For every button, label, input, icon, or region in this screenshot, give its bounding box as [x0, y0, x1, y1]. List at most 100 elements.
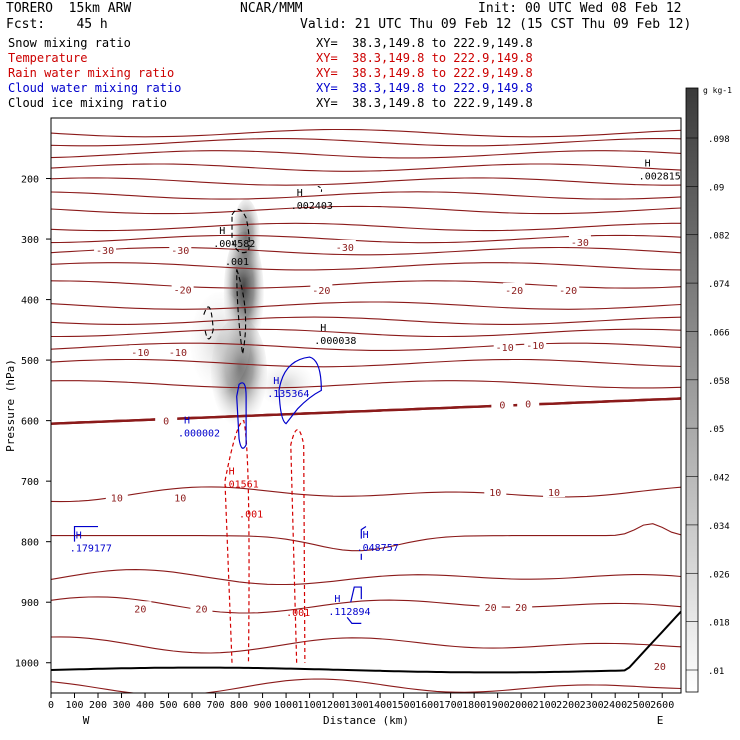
- field-name: Rain water mixing ratio: [8, 66, 175, 80]
- maximum-marker: H: [219, 226, 225, 237]
- cloud-water-contour: [278, 356, 322, 425]
- y-axis-label: Pressure (hPa): [4, 359, 17, 452]
- maximum-value: .004582: [213, 239, 255, 250]
- colorbar-label: .026: [708, 570, 730, 580]
- isotherm-label: -10: [526, 341, 544, 352]
- isotherm-line: [51, 191, 681, 200]
- maximum-marker: H: [273, 376, 279, 387]
- x-tick-label: 0: [48, 700, 54, 711]
- field-xy-range: XY= 38.3,149.8 to 222.9,149.8: [316, 51, 533, 65]
- isotherm-line: [51, 486, 681, 503]
- isotherm-label-bg: [171, 282, 194, 295]
- isotherm-line: [51, 138, 681, 147]
- isotherm-line: [51, 596, 681, 614]
- isotherm-label: 10: [174, 494, 186, 505]
- isotherm-label: 20: [195, 604, 207, 615]
- maximum-value: .179177: [70, 544, 112, 555]
- contour-label: .001: [225, 257, 249, 268]
- model-title: TORERO 15km ARW: [6, 1, 132, 16]
- maximum-marker: H: [76, 531, 82, 542]
- x-tick-label: 1700: [439, 700, 463, 711]
- isotherm-label: -10: [131, 348, 149, 359]
- maximum-marker: H: [363, 530, 369, 541]
- maximum-marker: H: [297, 188, 303, 199]
- isotherm-label-bg: [310, 282, 333, 295]
- x-tick-label: 1100: [298, 700, 322, 711]
- isotherm-label: -30: [571, 238, 589, 249]
- x-tick-label: 600: [183, 700, 201, 711]
- isotherm-line: [51, 569, 681, 586]
- colorbar-label: .05: [708, 425, 724, 435]
- snow-shading: [232, 199, 261, 280]
- isotherm-label: 20: [654, 662, 666, 673]
- x-tick-label: 2600: [650, 700, 674, 711]
- maximum-marker: H: [334, 594, 340, 605]
- isotherm-label-bg: [479, 600, 502, 613]
- y-tick-label: 400: [21, 296, 39, 307]
- rain-contour: [224, 420, 250, 663]
- x-tick-label: 1900: [486, 700, 510, 711]
- isotherm-line: [51, 328, 681, 338]
- isotherm-line: [51, 636, 681, 654]
- isotherm-label: -20: [174, 285, 192, 296]
- isotherm-label: 0: [525, 400, 531, 411]
- isotherm-line: [51, 128, 681, 138]
- ice-contour: [231, 208, 250, 254]
- plot-frame: [50, 117, 682, 694]
- isotherm-line: [51, 342, 681, 351]
- x-tick-label: 2200: [556, 700, 580, 711]
- isotherm-label: -20: [312, 286, 330, 297]
- isotherm-line: [51, 301, 681, 310]
- center-title: NCAR/MMM: [240, 1, 303, 16]
- colorbar-label: .074: [708, 280, 730, 290]
- isotherm-label-bg: [543, 485, 566, 498]
- maximum-marker: H: [645, 158, 651, 169]
- isotherm-label-bg: [517, 396, 540, 409]
- colorbar-label: .01: [708, 667, 724, 677]
- isotherm-label-bg: [169, 490, 192, 503]
- isotherm-label-bg: [129, 601, 152, 614]
- isotherm-line: [51, 222, 681, 232]
- isotherm-line: [51, 316, 681, 325]
- east-label: E: [657, 714, 664, 727]
- y-tick-label: 700: [21, 477, 39, 488]
- maximum-value: .002815: [639, 171, 681, 182]
- maximum-value: .01561: [223, 479, 259, 490]
- y-tick-label: 600: [21, 417, 39, 428]
- isotherm-label-bg: [94, 242, 117, 255]
- ice-contour: [203, 306, 214, 340]
- x-tick-label: 400: [136, 700, 154, 711]
- isotherm-label: -10: [496, 343, 514, 354]
- isotherm-label-bg: [155, 413, 178, 426]
- x-tick-label: 300: [112, 700, 130, 711]
- isotherm-label: 10: [489, 488, 501, 499]
- x-tick-label: 1400: [368, 700, 392, 711]
- isotherm-label: -20: [505, 286, 523, 297]
- maximum-value: .112894: [328, 607, 370, 618]
- isotherm-label: 20: [515, 603, 527, 614]
- y-tick-label: 1000: [15, 659, 39, 670]
- y-tick-label: 300: [21, 235, 39, 246]
- freezing-level-isotherm: [51, 397, 681, 425]
- colorbar-label: .018: [708, 619, 730, 629]
- isotherm-label-bg: [648, 658, 671, 671]
- isotherm-label-bg: [484, 485, 507, 498]
- colorbar-label: .066: [708, 328, 730, 338]
- field-xy-range: XY= 38.3,149.8 to 222.9,149.8: [316, 81, 533, 95]
- colorbar-label: .034: [708, 522, 730, 532]
- colorbar-label: .058: [708, 377, 730, 387]
- x-tick-label: 2100: [533, 700, 557, 711]
- colorbar-unit: g kg-1: [703, 86, 732, 95]
- isotherm-label: -30: [336, 243, 354, 254]
- x-tick-label: 900: [254, 700, 272, 711]
- y-tick-label: 200: [21, 175, 39, 186]
- isotherm-label: 20: [485, 603, 497, 614]
- x-tick-label: 1200: [321, 700, 345, 711]
- isotherm-line: [51, 262, 681, 271]
- contour-label: .001: [286, 608, 310, 619]
- x-tick-label: 1000: [274, 700, 298, 711]
- isotherm-line: [51, 678, 681, 693]
- x-axis-label: Distance (km): [323, 714, 409, 727]
- maximum-value: .135364: [267, 389, 309, 400]
- isotherm-label-bg: [503, 282, 526, 295]
